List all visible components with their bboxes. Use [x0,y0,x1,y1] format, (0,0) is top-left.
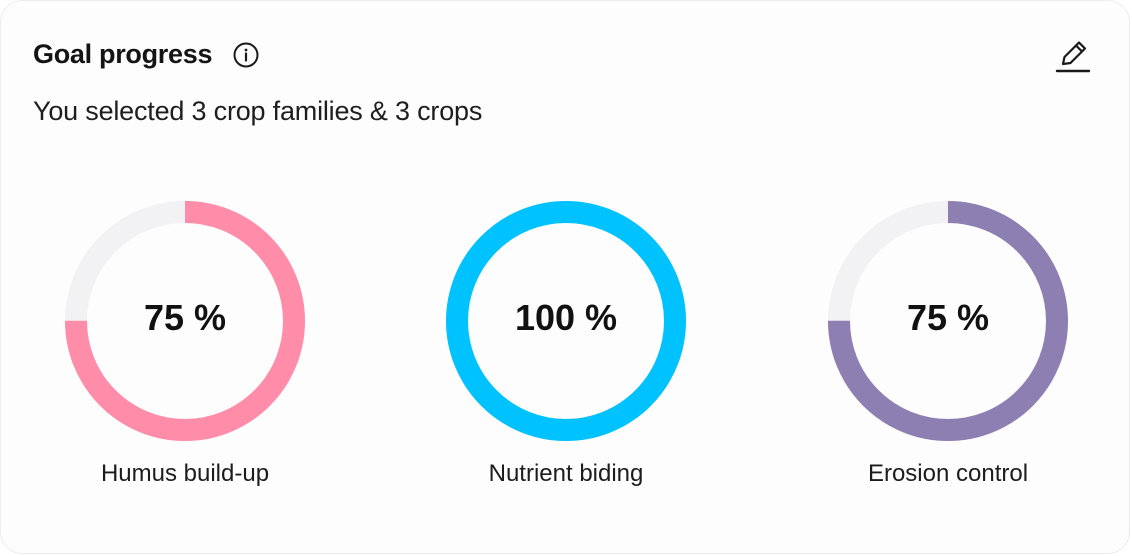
goal-percent: 100 % [514,297,618,338]
info-icon[interactable] [232,41,260,69]
goal-label: Humus build-up [100,460,270,487]
card-title: Goal progress [33,39,213,69]
goal-humus-build-up: 75 % Humus build-up [65,201,305,488]
selection-summary: You selected 3 crop families & 3 crops [33,96,483,126]
erosion-progress-ring [828,201,1068,441]
ring-progress-arc [828,201,1068,441]
goal-nutrient-biding: 100 % Nutrient biding [446,201,686,488]
card-header: Goal progress [33,39,260,70]
edit-button[interactable] [1053,37,1093,77]
goal-label: Erosion control [867,460,1029,487]
goal-erosion-control: 75 % Erosion control [828,201,1068,488]
humus-progress-ring [65,201,305,441]
pencil-icon [1055,37,1091,78]
ring-progress-arc [446,201,686,441]
ring-progress-arc [65,201,305,441]
goal-percent: 75 % [906,297,990,338]
goal-label: Nutrient biding [488,460,644,487]
goal-percent: 75 % [143,297,227,338]
nutrient-progress-ring [446,201,686,441]
